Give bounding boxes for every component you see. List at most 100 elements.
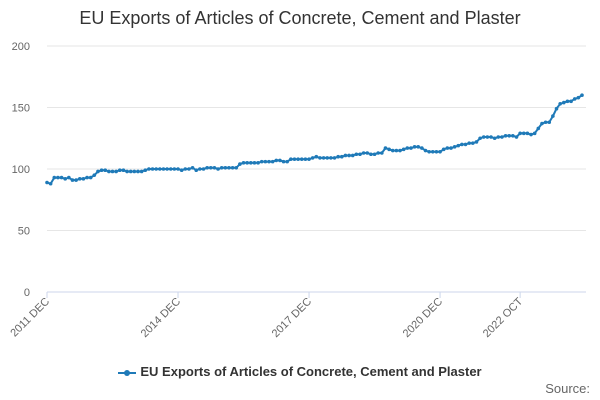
data-point[interactable] xyxy=(489,135,493,139)
data-point[interactable] xyxy=(74,178,78,182)
data-point[interactable] xyxy=(529,132,533,137)
data-point[interactable] xyxy=(139,169,144,174)
data-point[interactable] xyxy=(121,168,126,173)
data-point[interactable] xyxy=(387,147,391,152)
data-point[interactable] xyxy=(376,151,380,155)
data-point[interactable] xyxy=(409,146,413,150)
data-point[interactable] xyxy=(256,161,260,165)
data-point[interactable] xyxy=(452,145,457,149)
data-point[interactable] xyxy=(241,161,246,165)
data-point[interactable] xyxy=(554,106,559,111)
data-point[interactable] xyxy=(434,149,439,154)
data-point[interactable] xyxy=(350,153,355,158)
data-point[interactable] xyxy=(383,146,388,150)
data-point[interactable] xyxy=(572,97,577,101)
data-point[interactable] xyxy=(518,131,522,136)
data-point[interactable] xyxy=(238,162,242,166)
data-point[interactable] xyxy=(88,175,93,180)
data-point[interactable] xyxy=(92,173,97,177)
data-point[interactable] xyxy=(445,146,450,150)
data-point[interactable] xyxy=(147,167,151,171)
data-point[interactable] xyxy=(478,136,482,141)
data-point[interactable] xyxy=(551,114,555,118)
data-point[interactable] xyxy=(380,151,384,155)
data-point[interactable] xyxy=(285,159,290,164)
data-point[interactable] xyxy=(114,169,118,174)
data-point[interactable] xyxy=(161,167,166,171)
data-point[interactable] xyxy=(143,168,148,173)
data-point[interactable] xyxy=(132,169,137,174)
data-point[interactable] xyxy=(281,159,286,164)
data-point[interactable] xyxy=(234,165,239,170)
data-point[interactable] xyxy=(125,169,129,174)
data-point[interactable] xyxy=(154,167,158,171)
data-point[interactable] xyxy=(249,161,253,165)
data-point[interactable] xyxy=(52,175,57,180)
data-point[interactable] xyxy=(99,168,104,173)
data-point[interactable] xyxy=(416,145,421,149)
data-point[interactable] xyxy=(303,157,308,161)
legend[interactable]: EU Exports of Articles of Concrete, Ceme… xyxy=(0,364,600,379)
data-point[interactable] xyxy=(179,168,184,173)
data-point[interactable] xyxy=(361,151,366,155)
data-point[interactable] xyxy=(420,146,424,150)
data-point[interactable] xyxy=(347,153,351,158)
data-point[interactable] xyxy=(198,167,202,171)
data-point[interactable] xyxy=(318,156,322,160)
data-point[interactable] xyxy=(438,149,442,154)
data-point[interactable] xyxy=(245,161,249,165)
data-point[interactable] xyxy=(343,153,348,158)
data-point[interactable] xyxy=(77,177,82,181)
data-point[interactable] xyxy=(292,157,297,161)
data-point[interactable] xyxy=(168,167,173,171)
data-point[interactable] xyxy=(136,169,140,174)
data-point[interactable] xyxy=(107,169,111,174)
data-point[interactable] xyxy=(63,177,67,181)
data-point[interactable] xyxy=(394,148,399,153)
data-point[interactable] xyxy=(59,175,64,180)
data-point[interactable] xyxy=(314,154,319,159)
data-point[interactable] xyxy=(172,167,177,171)
data-point[interactable] xyxy=(336,154,340,159)
data-point[interactable] xyxy=(354,152,359,157)
data-point[interactable] xyxy=(511,133,515,138)
data-point[interactable] xyxy=(216,167,220,171)
data-point[interactable] xyxy=(369,152,373,157)
data-point[interactable] xyxy=(227,165,231,170)
data-point[interactable] xyxy=(223,165,228,170)
data-point[interactable] xyxy=(580,93,584,97)
data-point[interactable] xyxy=(521,131,526,136)
data-point[interactable] xyxy=(208,165,213,170)
data-point[interactable] xyxy=(194,168,199,173)
data-point[interactable] xyxy=(441,147,446,152)
data-point[interactable] xyxy=(503,133,508,138)
data-point[interactable] xyxy=(332,156,337,160)
data-point[interactable] xyxy=(150,167,155,171)
data-point[interactable] xyxy=(398,148,402,153)
data-point[interactable] xyxy=(183,167,188,171)
data-point[interactable] xyxy=(263,159,268,164)
data-point[interactable] xyxy=(474,140,479,144)
data-point[interactable] xyxy=(372,152,377,157)
data-point[interactable] xyxy=(296,157,300,161)
data-point[interactable] xyxy=(460,142,464,147)
data-point[interactable] xyxy=(190,165,195,170)
data-point[interactable] xyxy=(569,99,573,104)
data-point[interactable] xyxy=(401,147,406,152)
data-point[interactable] xyxy=(423,148,428,153)
data-point[interactable] xyxy=(212,165,217,170)
data-point[interactable] xyxy=(278,158,282,163)
data-point[interactable] xyxy=(412,145,417,149)
data-point[interactable] xyxy=(558,102,562,106)
data-point[interactable] xyxy=(165,167,169,171)
data-point[interactable] xyxy=(176,167,180,171)
data-point[interactable] xyxy=(289,157,293,161)
data-point[interactable] xyxy=(536,126,541,131)
data-point[interactable] xyxy=(201,167,206,171)
data-point[interactable] xyxy=(321,156,326,160)
data-point[interactable] xyxy=(500,135,504,139)
data-point[interactable] xyxy=(230,165,235,170)
data-point[interactable] xyxy=(485,135,490,139)
data-point[interactable] xyxy=(540,121,544,126)
data-point[interactable] xyxy=(128,169,133,174)
